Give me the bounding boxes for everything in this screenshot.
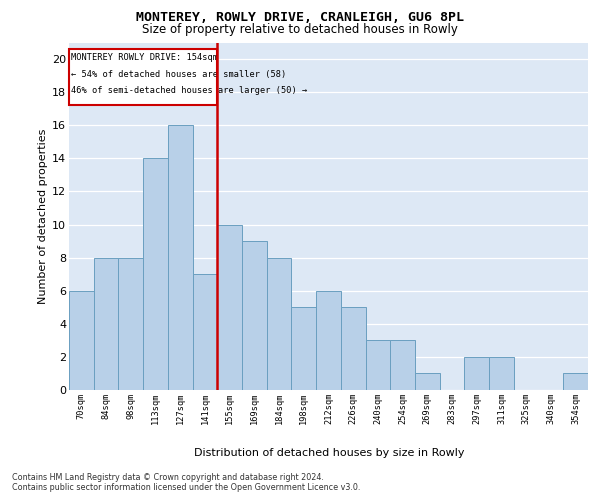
Bar [118,258,143,390]
Text: MONTEREY, ROWLY DRIVE, CRANLEIGH, GU6 8PL: MONTEREY, ROWLY DRIVE, CRANLEIGH, GU6 8P… [136,11,464,24]
Text: ← 54% of detached houses are smaller (58): ← 54% of detached houses are smaller (58… [71,70,287,79]
Bar [168,125,193,390]
Bar [563,374,588,390]
Text: 46% of semi-detached houses are larger (50) →: 46% of semi-detached houses are larger (… [71,86,308,96]
Bar [415,374,440,390]
Bar [316,290,341,390]
Bar [341,308,365,390]
Bar [242,241,267,390]
Bar [292,308,316,390]
Bar [94,258,118,390]
Bar [390,340,415,390]
FancyBboxPatch shape [69,49,217,106]
Bar [193,274,217,390]
Bar [217,224,242,390]
Bar [489,357,514,390]
Bar [267,258,292,390]
Text: Contains public sector information licensed under the Open Government Licence v3: Contains public sector information licen… [12,484,361,492]
Text: Size of property relative to detached houses in Rowly: Size of property relative to detached ho… [142,22,458,36]
Text: Distribution of detached houses by size in Rowly: Distribution of detached houses by size … [194,448,464,458]
Text: MONTEREY ROWLY DRIVE: 154sqm: MONTEREY ROWLY DRIVE: 154sqm [71,54,218,62]
Y-axis label: Number of detached properties: Number of detached properties [38,128,48,304]
Bar [143,158,168,390]
Bar [365,340,390,390]
Bar [464,357,489,390]
Text: Contains HM Land Registry data © Crown copyright and database right 2024.: Contains HM Land Registry data © Crown c… [12,472,324,482]
Bar [69,290,94,390]
